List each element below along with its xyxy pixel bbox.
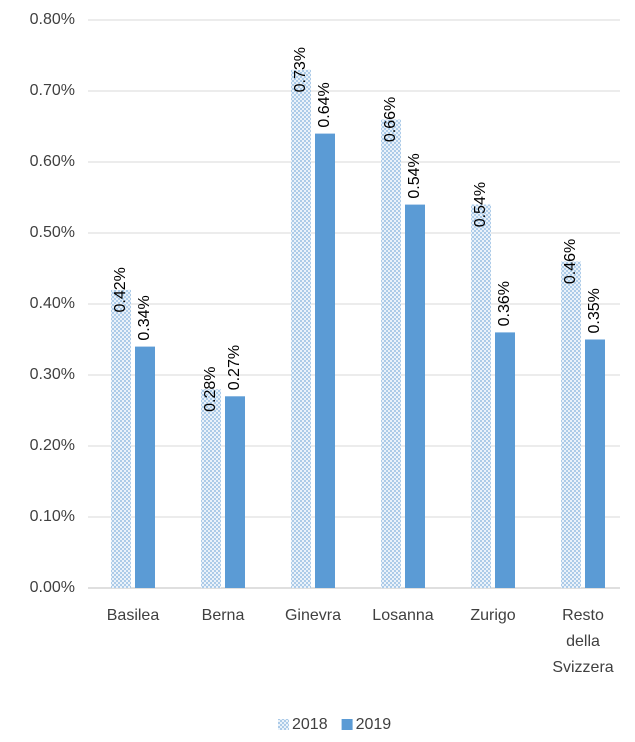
- value-label: 0.42%: [112, 267, 129, 312]
- value-label: 0.34%: [136, 295, 153, 340]
- bar: [585, 339, 605, 588]
- bar: [381, 119, 401, 589]
- x-tick-label: Losanna: [372, 607, 433, 624]
- legend-swatch: [341, 719, 353, 730]
- bar: [291, 69, 311, 588]
- legend-label: 2018: [292, 716, 328, 733]
- bar: [315, 133, 335, 588]
- value-label: 0.36%: [496, 281, 513, 326]
- y-tick-label: 0.20%: [30, 437, 75, 454]
- x-tick-label: Basilea: [107, 607, 160, 624]
- value-label: 0.64%: [316, 82, 333, 127]
- legend-label: 2019: [356, 716, 392, 733]
- value-label: 0.28%: [202, 367, 219, 412]
- x-tick-label: Berna: [202, 607, 245, 624]
- bar: [471, 204, 491, 588]
- x-tick-label: Ginevra: [285, 607, 341, 624]
- bar: [201, 389, 221, 588]
- bar: [495, 332, 515, 588]
- bar: [225, 396, 245, 588]
- y-tick-label: 0.30%: [30, 366, 75, 383]
- y-tick-label: 0.50%: [30, 224, 75, 241]
- value-label: 0.73%: [292, 47, 309, 92]
- legend-swatch: [278, 719, 289, 730]
- value-label: 0.35%: [586, 288, 603, 333]
- y-tick-label: 0.00%: [30, 579, 75, 596]
- value-label: 0.27%: [226, 345, 243, 390]
- x-tick-label: Zurigo: [470, 607, 515, 624]
- value-label: 0.54%: [406, 153, 423, 198]
- y-tick-label: 0.80%: [30, 11, 75, 28]
- value-label: 0.54%: [472, 182, 489, 227]
- bar: [561, 261, 581, 588]
- value-label: 0.66%: [382, 97, 399, 142]
- bar: [111, 289, 131, 588]
- value-label: 0.46%: [562, 239, 579, 284]
- y-tick-label: 0.60%: [30, 153, 75, 170]
- y-tick-label: 0.10%: [30, 508, 75, 525]
- bar: [405, 204, 425, 588]
- y-tick-label: 0.70%: [30, 82, 75, 99]
- bar: [135, 346, 155, 588]
- x-tick-label: Resto della Svizzera: [552, 607, 613, 676]
- y-tick-label: 0.40%: [30, 295, 75, 312]
